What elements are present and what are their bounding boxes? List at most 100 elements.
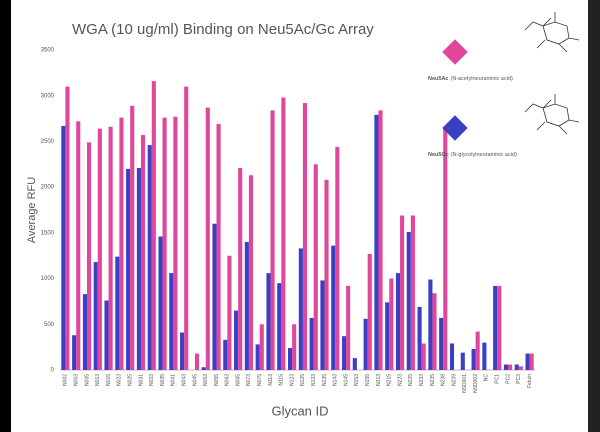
bar bbox=[529, 353, 534, 370]
bar bbox=[449, 343, 455, 370]
x-tick-label: N238 bbox=[441, 374, 447, 386]
bar bbox=[525, 353, 530, 370]
bar bbox=[406, 231, 411, 370]
y-tick-label: 3000 bbox=[41, 93, 55, 99]
x-tick-label: PC2 bbox=[505, 374, 511, 384]
bar bbox=[158, 236, 163, 370]
x-tick-label: N239 bbox=[451, 374, 457, 386]
bar bbox=[266, 273, 271, 370]
bar bbox=[428, 279, 433, 370]
x-tick-label: N055 bbox=[214, 374, 220, 386]
bar bbox=[212, 223, 217, 370]
bar bbox=[514, 364, 519, 370]
x-tick-label: N225 bbox=[408, 374, 414, 386]
structure-2 bbox=[524, 94, 580, 135]
legend-name: Neu5Ac bbox=[428, 76, 448, 82]
x-tick-label: N123 bbox=[289, 374, 295, 386]
x-tick-label: N003 bbox=[74, 374, 80, 386]
x-tick-label: N215 bbox=[387, 374, 393, 386]
bar bbox=[234, 310, 239, 370]
bar bbox=[417, 306, 422, 370]
bar bbox=[277, 283, 282, 370]
x-tick-label: N035 bbox=[160, 374, 166, 386]
bar bbox=[248, 175, 254, 370]
bar bbox=[421, 343, 426, 370]
x-tick-label: N073 bbox=[246, 374, 252, 386]
y-tick-label: 0 bbox=[51, 368, 55, 374]
bar bbox=[104, 300, 109, 370]
bar bbox=[395, 273, 401, 370]
bar bbox=[97, 128, 102, 370]
bar bbox=[432, 293, 437, 370]
x-tick-label: N031 bbox=[138, 374, 144, 386]
bar bbox=[443, 127, 448, 370]
bar bbox=[302, 103, 307, 371]
bar bbox=[298, 248, 303, 370]
bar bbox=[223, 339, 228, 370]
bar bbox=[61, 125, 66, 370]
x-tick-label: Fetuin bbox=[527, 374, 533, 388]
bar bbox=[493, 285, 498, 370]
bar bbox=[439, 317, 444, 370]
bar bbox=[86, 142, 92, 370]
bar bbox=[82, 294, 87, 370]
bar bbox=[180, 332, 185, 370]
bar bbox=[255, 344, 260, 370]
x-tick-label: N115 bbox=[279, 374, 285, 386]
bar bbox=[385, 302, 390, 370]
bar bbox=[115, 256, 120, 370]
bar bbox=[270, 110, 275, 370]
x-tick-label: PC3 bbox=[516, 374, 522, 384]
legend-label: Neu5Gc (N-glycolylneuraminic acid) bbox=[428, 152, 517, 158]
x-tick-label: N002 bbox=[63, 374, 69, 386]
bar bbox=[238, 167, 243, 370]
x-tick-label: N075 bbox=[257, 374, 263, 386]
bar bbox=[205, 107, 210, 370]
bar bbox=[518, 366, 523, 370]
x-tick-label: N133 bbox=[311, 374, 317, 386]
structure-1 bbox=[524, 12, 580, 53]
bar bbox=[313, 164, 318, 370]
bar bbox=[147, 145, 152, 370]
legend-description: (N-acetylneuraminic acid) bbox=[450, 76, 513, 82]
bar bbox=[281, 97, 286, 371]
x-tick-label: N125 bbox=[300, 374, 306, 386]
bar bbox=[503, 364, 509, 370]
bar bbox=[508, 364, 513, 370]
bar bbox=[259, 324, 264, 370]
x-tick-label: N025 bbox=[127, 374, 133, 386]
x-tick-label: N005 bbox=[84, 374, 90, 386]
x-tick-label: N053 bbox=[203, 374, 209, 386]
bar bbox=[130, 105, 135, 371]
bar bbox=[216, 124, 221, 370]
chart-title: WGA (10 ug/ml) Binding on Neu5Ac/Gc Arra… bbox=[72, 21, 374, 38]
y-tick-label: 1500 bbox=[41, 230, 55, 236]
bar bbox=[363, 318, 368, 370]
x-tick-label: N033 bbox=[149, 374, 155, 386]
bar bbox=[335, 146, 340, 370]
legend-name: Neu5Gc bbox=[428, 152, 449, 158]
y-axis-title: Average RFU bbox=[26, 177, 38, 243]
bar bbox=[410, 215, 415, 370]
bar bbox=[184, 86, 189, 371]
y-tick-label: 1000 bbox=[41, 276, 55, 282]
bar bbox=[93, 262, 98, 370]
y-tick-label: 3500 bbox=[41, 48, 55, 54]
bar bbox=[309, 317, 314, 370]
bar bbox=[475, 331, 480, 370]
x-tick-label: N233 bbox=[419, 374, 425, 386]
legend-swatch bbox=[442, 115, 468, 141]
bar bbox=[65, 86, 70, 371]
bar bbox=[341, 336, 347, 370]
x-tick-label: N153 bbox=[354, 374, 360, 386]
bar bbox=[288, 348, 293, 370]
x-tick-label: N135 bbox=[322, 374, 328, 386]
bar bbox=[173, 116, 178, 370]
legend-label: Neu5Ac (N-acetylneuraminic acid) bbox=[428, 76, 513, 82]
bar bbox=[497, 285, 502, 370]
x-tick-label: N043 bbox=[181, 374, 187, 386]
bar bbox=[151, 81, 156, 370]
right-border bbox=[588, 0, 600, 432]
bar bbox=[169, 273, 174, 370]
